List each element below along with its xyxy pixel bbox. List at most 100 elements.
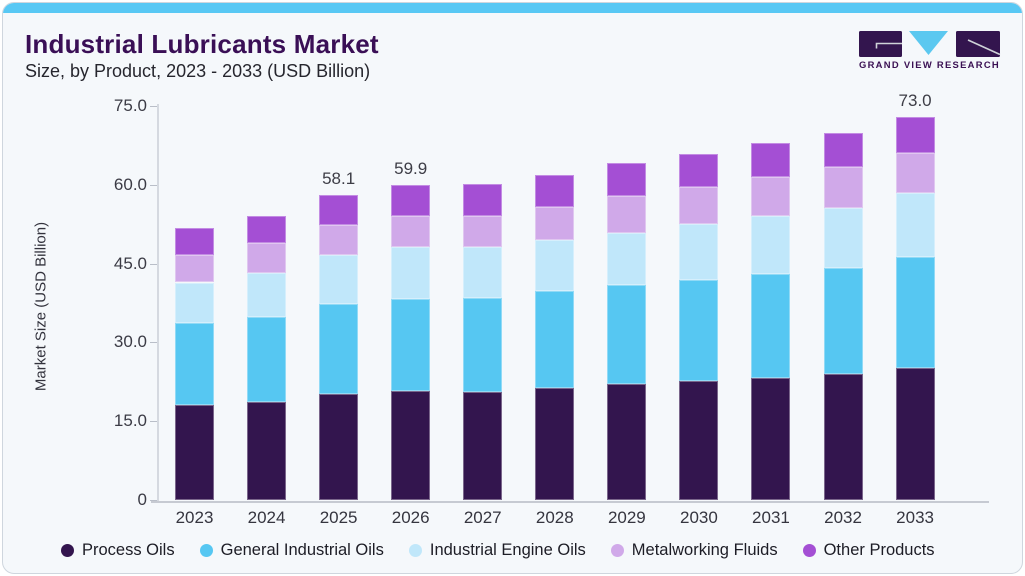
bar-segment-2025-general-industrial-oils [319, 303, 359, 394]
x-axis-year-label: 2024 [247, 508, 286, 527]
chart-legend: Process Oils General Industrial Oils Indus… [61, 541, 935, 560]
bar-segment-2026-process-oils [391, 391, 431, 500]
bar-segment-2027-industrial-engine-oils [463, 247, 503, 299]
bar-segment-2028-general-industrial-oils [535, 290, 575, 388]
bar-segment-2031-process-oils [751, 377, 791, 500]
bar-segment-2029-metalworking-fluids [607, 195, 647, 233]
bar-segment-2028-metalworking-fluids [535, 206, 575, 240]
bar-segment-2032-industrial-engine-oils [823, 207, 863, 269]
bar-segment-2032-general-industrial-oils [823, 268, 863, 375]
bar-segment-2025-process-oils [319, 393, 359, 500]
x-axis-year-label: 2033 [896, 508, 934, 527]
x-axis-year-label: 2028 [535, 508, 574, 527]
x-axis-year-label: 2026 [391, 508, 430, 527]
bar-segment-2029-industrial-engine-oils [607, 232, 647, 286]
bar-segment-2031-industrial-engine-oils [751, 215, 791, 274]
bar-segment-2031-other-products [751, 143, 791, 177]
y-axis-tick-label: 45.0 [113, 253, 147, 273]
legend-dot [199, 544, 213, 557]
y-axis-tick-label: 15.0 [113, 411, 147, 431]
bar-segment-2030-industrial-engine-oils [679, 224, 719, 280]
bar-segment-2030-general-industrial-oils [679, 279, 719, 381]
bar-segment-2023-process-oils [175, 404, 214, 500]
bar-segment-2030-other-products [679, 154, 719, 187]
bar-total-label-2033: 73.0 [898, 90, 932, 110]
legend-item-other-products: Other Products [802, 541, 935, 560]
bar-segment-2027-process-oils [463, 391, 503, 500]
bar-segment-2024-general-industrial-oils [247, 316, 287, 402]
legend-item-industrial-engine-oils: Industrial Engine Oils [408, 541, 586, 560]
bar-segment-2027-other-products [463, 183, 503, 216]
bar-segment-2030-metalworking-fluids [679, 186, 719, 225]
x-axis-year-label: 2032 [824, 508, 862, 527]
bar-segment-2027-general-industrial-oils [463, 298, 503, 392]
bar-segment-2033-general-industrial-oils [895, 257, 935, 368]
legend-dot [408, 544, 422, 557]
bar-segment-2023-other-products [175, 228, 214, 255]
y-axis-tick-mark [150, 342, 157, 344]
bar-segment-2029-process-oils [607, 384, 647, 500]
legend-item-label: Process Oils [82, 541, 175, 559]
bar-segment-2026-metalworking-fluids [391, 216, 431, 248]
y-axis-tick-label: 60.0 [113, 174, 147, 194]
bar-segment-2030-process-oils [679, 380, 719, 500]
page-title: Industrial Lubricants Market [25, 29, 379, 59]
x-axis-year-label: 2025 [319, 508, 358, 527]
y-axis-line [157, 104, 159, 501]
bar-segment-2023-general-industrial-oils [175, 323, 214, 405]
bar-segment-2031-metalworking-fluids [751, 176, 791, 216]
bar-segment-2025-other-products [319, 194, 359, 225]
legend-dot [610, 544, 624, 557]
legend-item-metalworking-fluids: Metalworking Fluids [610, 541, 778, 560]
bar-segment-2026-general-industrial-oils [391, 298, 431, 392]
bar-segment-2033-process-oils [895, 367, 935, 500]
gvr-logo: GRAND VIEW RESEARCH [857, 27, 1003, 76]
bar-segment-2023-industrial-engine-oils [175, 282, 214, 324]
bar-segment-2027-metalworking-fluids [463, 215, 503, 248]
y-axis-tick-mark [150, 421, 157, 423]
x-axis-year-label: 2029 [607, 508, 646, 527]
page-subtitle: Size, by Product, 2023 - 2033 (USD Billi… [25, 61, 371, 81]
legend-item-process-oils: Process Oils [61, 541, 175, 560]
bar-segment-2029-other-products [607, 163, 647, 196]
bar-segment-2033-metalworking-fluids [895, 152, 935, 193]
bar-segment-2024-metalworking-fluids [247, 243, 287, 274]
x-axis-year-label: 2023 [175, 508, 214, 527]
bar-segment-2033-industrial-engine-oils [895, 192, 935, 258]
bar-segment-2028-industrial-engine-oils [535, 239, 575, 291]
bar-segment-2032-other-products [823, 133, 863, 168]
x-axis-year-label: 2031 [752, 508, 790, 527]
y-axis-title: Market Size (USD Billion) [32, 221, 50, 392]
bar-segment-2028-process-oils [535, 387, 575, 500]
bar-total-label-2025: 58.1 [322, 168, 356, 188]
x-axis-year-label: 2027 [463, 508, 502, 527]
bar-segment-2032-metalworking-fluids [823, 167, 863, 208]
bar-segment-2025-metalworking-fluids [319, 224, 359, 256]
bar-segment-2023-metalworking-fluids [175, 254, 214, 283]
bar-segment-2024-process-oils [247, 401, 287, 500]
y-axis-tick-label: 75.0 [113, 96, 147, 115]
legend-item-label: General Industrial Oils [220, 541, 384, 559]
x-axis-line [151, 501, 989, 503]
legend-item-label: Industrial Engine Oils [429, 541, 586, 559]
bar-total-label-2026: 59.9 [394, 159, 428, 179]
bar-segment-2033-other-products [895, 116, 935, 153]
bar-segment-2024-industrial-engine-oils [247, 273, 287, 317]
legend-item-general-industrial-oils: General Industrial Oils [199, 541, 384, 560]
gvr-logo-text: GRAND VIEW RESEARCH [859, 60, 1000, 71]
legend-dot [61, 544, 74, 557]
y-axis-tick-mark [150, 184, 157, 186]
bar-segment-2026-other-products [391, 185, 431, 217]
bar-segment-2024-other-products [247, 215, 287, 244]
bar-segment-2029-general-industrial-oils [607, 285, 647, 385]
bar-segment-2032-process-oils [823, 374, 863, 500]
y-axis-tick-label: 30.0 [113, 332, 147, 352]
y-axis-tick-mark [150, 500, 157, 501]
card-top-accent-bar [3, 3, 1022, 13]
bar-segment-2026-industrial-engine-oils [391, 247, 431, 299]
y-axis-tick-label: 0 [137, 490, 147, 509]
legend-item-label: Metalworking Fluids [631, 541, 778, 559]
y-axis-tick-mark [150, 263, 157, 265]
gvr-logo-icon: GRAND VIEW RESEARCH [859, 31, 1001, 71]
